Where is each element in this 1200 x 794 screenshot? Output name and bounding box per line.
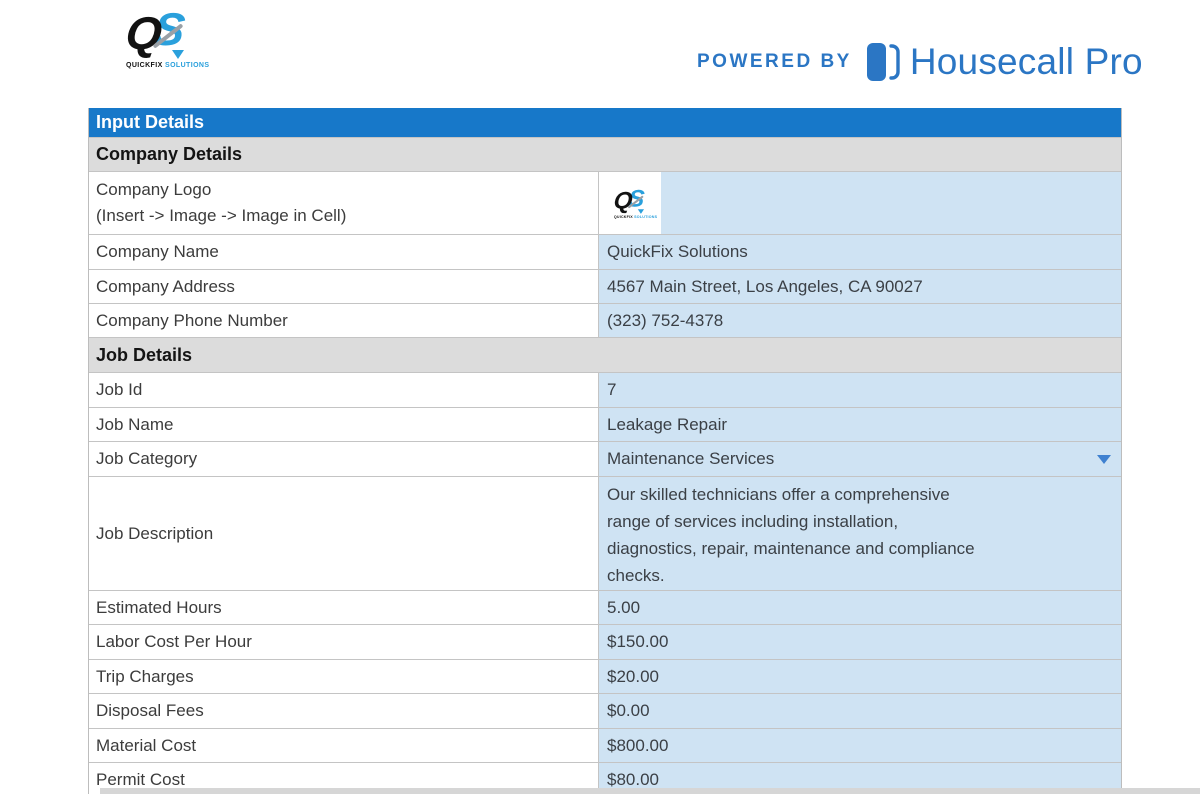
table-title-bar: Input Details bbox=[89, 108, 1121, 138]
section-company-details: Company Details bbox=[89, 138, 1121, 172]
housecall-pro-wordmark: Housecall Pro bbox=[909, 41, 1143, 82]
job-name-label-cell: Job Name bbox=[89, 408, 599, 441]
job-name-value-cell[interactable]: Leakage Repair bbox=[599, 408, 1121, 441]
company-logo-image: S Q QUICKFIX SOLUTIONS bbox=[599, 172, 661, 234]
row-company-phone: Company Phone Number (323) 752-4378 bbox=[89, 304, 1121, 338]
row-material-cost: Material Cost $800.00 bbox=[89, 729, 1121, 763]
dropdown-arrow-icon[interactable] bbox=[1097, 455, 1111, 464]
row-job-id: Job Id 7 bbox=[89, 373, 1121, 408]
row-company-address: Company Address 4567 Main Street, Los An… bbox=[89, 270, 1121, 304]
row-job-description: Job Description Our skilled technicians … bbox=[89, 477, 1121, 591]
labor-cost-value-cell[interactable]: $150.00 bbox=[599, 625, 1121, 659]
disposal-fees-label-cell: Disposal Fees bbox=[89, 694, 599, 728]
material-cost-value-cell[interactable]: $800.00 bbox=[599, 729, 1121, 762]
quickfix-solutions-logo: S Q QUICKFIX SOLUTIONS bbox=[123, 3, 216, 76]
powered-by-label: POWERED BY bbox=[697, 51, 852, 72]
material-cost-label-cell: Material Cost bbox=[89, 729, 599, 762]
row-trip-charges: Trip Charges $20.00 bbox=[89, 660, 1121, 694]
company-name-label-cell: Company Name bbox=[89, 235, 599, 269]
powered-by-housecall-pro: POWERED BY Housecall Pro bbox=[697, 38, 1143, 86]
row-labor-cost: Labor Cost Per Hour $150.00 bbox=[89, 625, 1121, 660]
row-company-logo: Company Logo (Insert -> Image -> Image i… bbox=[89, 172, 1121, 235]
table-title: Input Details bbox=[96, 112, 205, 132]
company-phone-value-cell[interactable]: (323) 752-4378 bbox=[599, 304, 1121, 337]
company-logo-label-cell: Company Logo (Insert -> Image -> Image i… bbox=[89, 172, 599, 234]
company-address-label-cell: Company Address bbox=[89, 270, 599, 303]
job-description-value-cell[interactable]: Our skilled technicians offer a comprehe… bbox=[599, 477, 1121, 590]
job-description-label-cell: Job Description bbox=[89, 477, 599, 590]
logo-caption: QUICKFIX SOLUTIONS bbox=[126, 62, 210, 69]
company-address-value-cell[interactable]: 4567 Main Street, Los Angeles, CA 90027 bbox=[599, 270, 1121, 303]
labor-cost-label-cell: Labor Cost Per Hour bbox=[89, 625, 599, 659]
quickfix-logo-mark-small: S Q QUICKFIX SOLUTIONS bbox=[612, 184, 658, 220]
section-title: Job Details bbox=[96, 344, 193, 365]
input-details-table: Input Details Company Details Company Lo… bbox=[88, 108, 1122, 794]
job-id-value-cell[interactable]: 7 bbox=[599, 373, 1121, 407]
logo-letter-q: Q bbox=[123, 7, 165, 59]
trip-charges-value-cell[interactable]: $20.00 bbox=[599, 660, 1121, 693]
row-company-name: Company Name QuickFix Solutions bbox=[89, 235, 1121, 270]
job-category-label-cell: Job Category bbox=[89, 442, 599, 476]
estimated-hours-label-cell: Estimated Hours bbox=[89, 591, 599, 624]
row-estimated-hours: Estimated Hours 5.00 bbox=[89, 591, 1121, 625]
estimated-hours-value-cell[interactable]: 5.00 bbox=[599, 591, 1121, 624]
row-disposal-fees: Disposal Fees $0.00 bbox=[89, 694, 1121, 729]
row-job-category: Job Category Maintenance Services bbox=[89, 442, 1121, 477]
bottom-divider bbox=[100, 788, 1200, 794]
job-id-label-cell: Job Id bbox=[89, 373, 599, 407]
company-name-value-cell[interactable]: QuickFix Solutions bbox=[599, 235, 1121, 269]
job-category-value-cell[interactable]: Maintenance Services bbox=[599, 442, 1121, 476]
disposal-fees-value-cell[interactable]: $0.00 bbox=[599, 694, 1121, 728]
section-job-details: Job Details bbox=[89, 338, 1121, 373]
trip-charges-label-cell: Trip Charges bbox=[89, 660, 599, 693]
housecall-pro-door-icon bbox=[866, 43, 900, 81]
quickfix-logo-mark: S Q QUICKFIX SOLUTIONS bbox=[123, 3, 209, 70]
row-job-name: Job Name Leakage Repair bbox=[89, 408, 1121, 442]
section-title: Company Details bbox=[96, 144, 243, 164]
company-logo-value-cell[interactable]: S Q QUICKFIX SOLUTIONS bbox=[599, 172, 1121, 234]
company-phone-label-cell: Company Phone Number bbox=[89, 304, 599, 337]
logo-bubble-tail bbox=[172, 50, 184, 59]
